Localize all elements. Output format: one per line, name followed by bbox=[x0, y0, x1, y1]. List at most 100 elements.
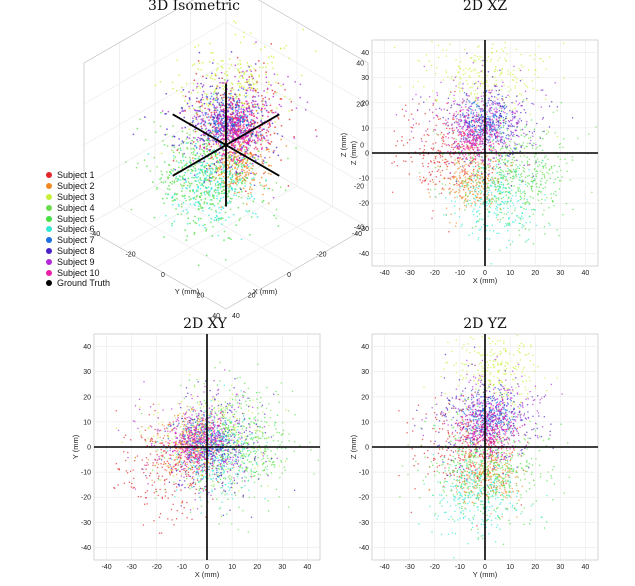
data-point bbox=[168, 170, 171, 173]
data-point bbox=[217, 219, 220, 222]
data-point bbox=[263, 104, 266, 106]
data-point bbox=[490, 192, 493, 194]
data-point bbox=[507, 167, 509, 170]
data-point bbox=[228, 116, 231, 119]
data-point bbox=[200, 194, 203, 197]
data-point bbox=[459, 67, 461, 70]
data-point bbox=[515, 148, 518, 150]
data-point bbox=[222, 115, 225, 118]
data-point bbox=[446, 102, 448, 105]
data-point bbox=[498, 160, 501, 162]
data-point bbox=[439, 133, 442, 136]
data-point bbox=[467, 177, 470, 179]
data-point bbox=[214, 73, 217, 75]
data-point bbox=[529, 139, 532, 142]
data-point bbox=[477, 170, 480, 173]
data-point bbox=[391, 162, 393, 164]
data-point bbox=[188, 186, 191, 189]
data-point bbox=[466, 186, 468, 188]
data-point bbox=[495, 79, 497, 82]
data-point bbox=[191, 139, 193, 142]
data-point bbox=[395, 113, 398, 116]
data-point bbox=[211, 235, 214, 237]
data-point bbox=[458, 190, 461, 192]
data-point bbox=[136, 127, 139, 130]
data-point bbox=[221, 217, 224, 220]
data-point bbox=[235, 130, 238, 133]
data-point bbox=[542, 116, 545, 119]
data-point bbox=[217, 161, 219, 164]
legend-item: Subject 9 bbox=[46, 256, 110, 267]
data-point bbox=[513, 170, 515, 172]
data-point bbox=[246, 210, 249, 213]
data-point bbox=[189, 159, 192, 162]
data-point bbox=[246, 81, 248, 84]
data-point bbox=[262, 193, 264, 196]
data-point bbox=[251, 139, 254, 142]
data-point bbox=[267, 81, 270, 83]
data-point bbox=[520, 93, 523, 96]
data-point bbox=[275, 208, 278, 211]
data-point bbox=[495, 199, 498, 202]
data-point bbox=[214, 184, 217, 187]
data-point bbox=[208, 179, 211, 182]
data-point bbox=[452, 184, 455, 186]
data-point bbox=[162, 140, 164, 142]
data-point bbox=[468, 146, 470, 148]
data-point bbox=[505, 170, 507, 172]
data-point bbox=[267, 139, 269, 142]
data-point bbox=[480, 196, 482, 199]
data-point bbox=[221, 223, 223, 225]
data-point bbox=[218, 103, 221, 106]
data-point bbox=[497, 163, 500, 166]
data-point bbox=[493, 165, 495, 168]
data-point bbox=[237, 117, 239, 120]
data-point bbox=[443, 108, 445, 110]
data-point bbox=[486, 237, 488, 240]
data-point bbox=[212, 59, 215, 61]
legend-label: Ground Truth bbox=[57, 278, 111, 289]
data-point bbox=[219, 131, 222, 134]
data-point bbox=[195, 142, 197, 145]
data-point bbox=[254, 173, 257, 176]
data-point bbox=[425, 69, 428, 72]
data-point bbox=[198, 106, 200, 109]
data-point bbox=[511, 175, 514, 178]
data-point bbox=[505, 194, 508, 196]
data-point bbox=[522, 180, 524, 183]
data-point bbox=[476, 121, 479, 124]
data-point bbox=[143, 159, 146, 161]
data-point bbox=[562, 138, 565, 140]
data-point bbox=[264, 156, 266, 159]
data-point bbox=[482, 59, 484, 62]
data-point bbox=[535, 69, 537, 72]
data-point bbox=[231, 129, 234, 132]
data-point bbox=[197, 115, 200, 118]
data-point bbox=[205, 145, 208, 148]
data-point bbox=[540, 190, 542, 193]
data-point bbox=[178, 205, 180, 208]
data-point bbox=[429, 188, 432, 191]
data-point bbox=[523, 170, 526, 173]
data-point bbox=[201, 127, 203, 130]
data-point bbox=[435, 99, 438, 102]
data-point bbox=[199, 108, 201, 110]
data-point bbox=[209, 183, 212, 185]
data-point bbox=[456, 118, 458, 120]
data-point bbox=[304, 108, 307, 111]
data-point bbox=[503, 101, 505, 104]
data-point bbox=[174, 168, 177, 171]
data-point bbox=[533, 142, 535, 145]
data-point bbox=[488, 248, 490, 251]
data-point bbox=[488, 199, 491, 201]
data-point bbox=[196, 91, 199, 94]
data-point bbox=[523, 155, 525, 157]
data-point bbox=[453, 129, 455, 131]
data-point bbox=[500, 171, 502, 174]
data-point bbox=[447, 177, 449, 179]
data-point bbox=[486, 208, 489, 211]
data-point bbox=[228, 157, 231, 159]
data-point bbox=[250, 216, 253, 218]
data-point bbox=[161, 173, 164, 176]
data-point bbox=[214, 74, 217, 77]
